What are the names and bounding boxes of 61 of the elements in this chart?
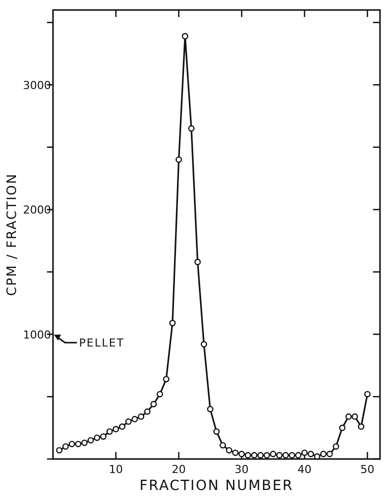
point: [251, 452, 258, 458]
point: [358, 423, 364, 430]
point: [56, 447, 62, 454]
point: [320, 450, 327, 458]
point: [156, 390, 164, 398]
point: [339, 424, 346, 432]
point: [288, 452, 296, 458]
point: [100, 433, 107, 440]
point: [232, 450, 239, 456]
point: [188, 125, 195, 132]
point: [81, 440, 88, 446]
point: [125, 418, 132, 425]
annotation: PELLET: [79, 336, 125, 350]
point: [138, 413, 144, 420]
x-axis-title: FRACTION NUMBER: [140, 478, 294, 494]
point: [257, 452, 264, 458]
point: [244, 452, 252, 458]
point: [270, 450, 276, 458]
point: [169, 320, 176, 326]
x-tick-label: 50: [360, 463, 374, 476]
point: [220, 442, 226, 448]
point: [314, 453, 320, 460]
point: [94, 434, 100, 441]
point: [112, 426, 120, 432]
point: [182, 32, 188, 40]
x-tick-label: 30: [234, 463, 249, 476]
y-tick-label: 1000: [23, 328, 51, 342]
y-axis-title: CPM / FRACTION: [5, 172, 20, 296]
point: [352, 413, 358, 420]
point: [364, 390, 371, 398]
point: [68, 440, 76, 448]
point: [132, 416, 138, 422]
point: [345, 413, 352, 420]
point: [264, 452, 270, 458]
point: [226, 447, 232, 454]
point: [176, 156, 182, 163]
point: [213, 428, 220, 435]
x-tick-label: 20: [172, 463, 186, 476]
point: [308, 450, 314, 458]
point: [144, 408, 151, 415]
point: [150, 400, 157, 408]
x-tick-label: 10: [108, 463, 123, 476]
point: [88, 437, 94, 444]
point: [332, 443, 340, 450]
point: [207, 406, 214, 412]
point: [238, 450, 245, 458]
point: [74, 440, 82, 448]
point: [326, 450, 333, 458]
point: [282, 452, 289, 458]
point: [62, 443, 69, 450]
point: [118, 423, 126, 430]
y-tick-label: 3000: [23, 78, 51, 92]
point: [301, 450, 308, 456]
point: [194, 258, 201, 266]
point: [295, 452, 302, 458]
x-tick-label: 40: [298, 463, 312, 476]
point: [106, 428, 113, 435]
point: [200, 341, 208, 348]
y-tick-label: 2000: [23, 204, 51, 217]
point: [276, 452, 283, 458]
point: [162, 376, 170, 382]
